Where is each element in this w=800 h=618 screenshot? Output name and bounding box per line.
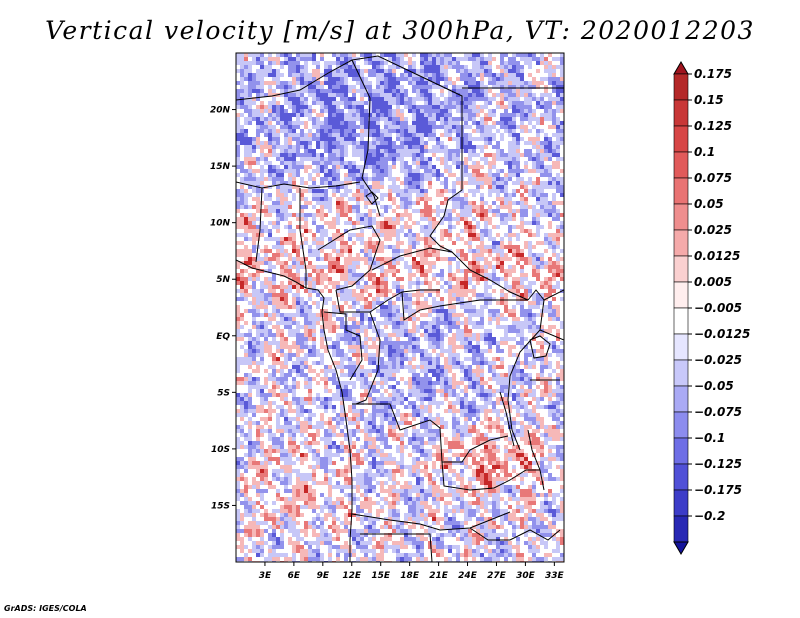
x-tick-label: 30E bbox=[516, 571, 536, 581]
x-tick-label: 9E bbox=[317, 571, 330, 581]
border-angola bbox=[352, 403, 509, 463]
x-tick-label: 27E bbox=[487, 571, 507, 581]
y-tick-label: EQ bbox=[216, 332, 230, 342]
border-drc-east bbox=[507, 289, 545, 451]
colorbar-swatch bbox=[673, 307, 689, 335]
y-tick-label: 20N bbox=[210, 106, 231, 116]
x-axis-ticks: 3E 6E 9E 12E 15E 18E 21E 24E 27E 30E 33E bbox=[259, 562, 565, 581]
colorbar-label: −0.125 bbox=[694, 457, 742, 471]
border-sahel bbox=[236, 181, 361, 189]
colorbar-label: 0.025 bbox=[694, 223, 732, 237]
border-chad-west bbox=[351, 59, 381, 217]
colorbar-label: 0.125 bbox=[694, 119, 732, 133]
x-tick-label: 33E bbox=[545, 571, 565, 581]
x-tick-label: 15E bbox=[371, 571, 391, 581]
colorbar-swatch bbox=[673, 73, 689, 101]
colorbar-swatch bbox=[673, 463, 689, 491]
colorbar-swatch bbox=[673, 151, 689, 179]
y-tick-label: 15S bbox=[211, 501, 230, 511]
x-tick-label: 6E bbox=[288, 571, 301, 581]
colorbar-swatch bbox=[673, 489, 689, 517]
colorbar-swatch bbox=[673, 385, 689, 413]
lake-chad bbox=[365, 191, 379, 205]
y-tick-label: 5S bbox=[217, 388, 230, 398]
colorbar: 0.175 0.15 0.125 0.1 0.075 0.05 0.025 0.0125 0.0… bbox=[673, 61, 750, 555]
colorbar-label: 0.175 bbox=[694, 67, 732, 81]
border-zambia bbox=[441, 461, 540, 491]
vertical-velocity-field bbox=[236, 53, 564, 562]
border-angola-south bbox=[351, 511, 511, 531]
colorbar-swatch bbox=[673, 515, 689, 543]
colorbar-label: −0.075 bbox=[694, 405, 742, 419]
colorbar-label: −0.025 bbox=[694, 353, 742, 367]
colorbar-top-arrow bbox=[673, 61, 689, 75]
border-gabon bbox=[323, 311, 363, 381]
colorbar-swatch bbox=[673, 281, 689, 309]
y-tick-label: 15N bbox=[210, 162, 231, 172]
colorbar-swatch bbox=[673, 177, 689, 205]
colorbar-label: 0.075 bbox=[694, 171, 732, 185]
x-tick-label: 3E bbox=[259, 571, 272, 581]
colorbar-label: −0.2 bbox=[694, 509, 725, 523]
coastline bbox=[236, 259, 353, 562]
lake-victoria bbox=[529, 335, 551, 359]
colorbar-label: −0.1 bbox=[694, 431, 725, 445]
colorbar-swatch bbox=[673, 203, 689, 231]
x-tick-label: 12E bbox=[342, 571, 362, 581]
colorbar-label: 0.0125 bbox=[694, 249, 740, 263]
border-zimbabwe bbox=[469, 527, 561, 541]
colorbar-label: −0.005 bbox=[694, 301, 742, 315]
border-nigeria bbox=[317, 225, 381, 291]
border-eastafrica-1 bbox=[543, 289, 564, 301]
country-boundaries bbox=[236, 55, 564, 562]
border-eastafrica-2 bbox=[539, 329, 564, 341]
colorbar-label: 0.1 bbox=[694, 145, 715, 159]
y-tick-label: 5N bbox=[216, 275, 230, 285]
colorbar-label: −0.05 bbox=[694, 379, 734, 393]
border-westafrica-2 bbox=[299, 188, 307, 288]
x-tick-label: 21E bbox=[429, 571, 449, 581]
border-drc-north bbox=[401, 291, 528, 321]
border-car bbox=[371, 247, 529, 301]
colorbar-swatch bbox=[673, 229, 689, 257]
border-chad-east bbox=[429, 108, 463, 253]
y-tick-label: 10S bbox=[211, 445, 230, 455]
border-namibia bbox=[360, 533, 433, 562]
map-frame bbox=[235, 52, 565, 563]
colorbar-swatch bbox=[673, 437, 689, 465]
chart-title: Vertical velocity [m/s] at 300hPa, VT: 2… bbox=[45, 16, 755, 45]
colorbar-swatch bbox=[673, 359, 689, 387]
colorbar-swatch bbox=[673, 99, 689, 127]
colorbar-swatch bbox=[673, 125, 689, 153]
lake-malawi bbox=[527, 429, 545, 491]
border-westafrica-1 bbox=[255, 187, 263, 263]
colorbar-swatch bbox=[673, 255, 689, 283]
border-congo bbox=[355, 311, 381, 405]
colorbar-label: −0.175 bbox=[694, 483, 742, 497]
colorbar-label: 0.05 bbox=[694, 197, 724, 211]
y-tick-label: 10N bbox=[210, 219, 231, 229]
colorbar-bottom-arrow bbox=[673, 541, 689, 555]
grads-credit: GrADS: IGES/COLA bbox=[4, 604, 87, 613]
x-tick-label: 18E bbox=[400, 571, 420, 581]
lake-tanganyika bbox=[499, 391, 515, 447]
y-axis-ticks: 20N 15N 10N 5N EQ 5S 10S 15S bbox=[210, 106, 236, 511]
colorbar-swatch bbox=[673, 411, 689, 439]
colorbar-label: 0.15 bbox=[694, 93, 724, 107]
colorbar-label: −0.0125 bbox=[694, 327, 750, 341]
x-tick-label: 24E bbox=[458, 571, 478, 581]
colorbar-swatch bbox=[673, 333, 689, 361]
border-cameroon bbox=[335, 289, 440, 313]
colorbar-label: 0.005 bbox=[694, 275, 732, 289]
